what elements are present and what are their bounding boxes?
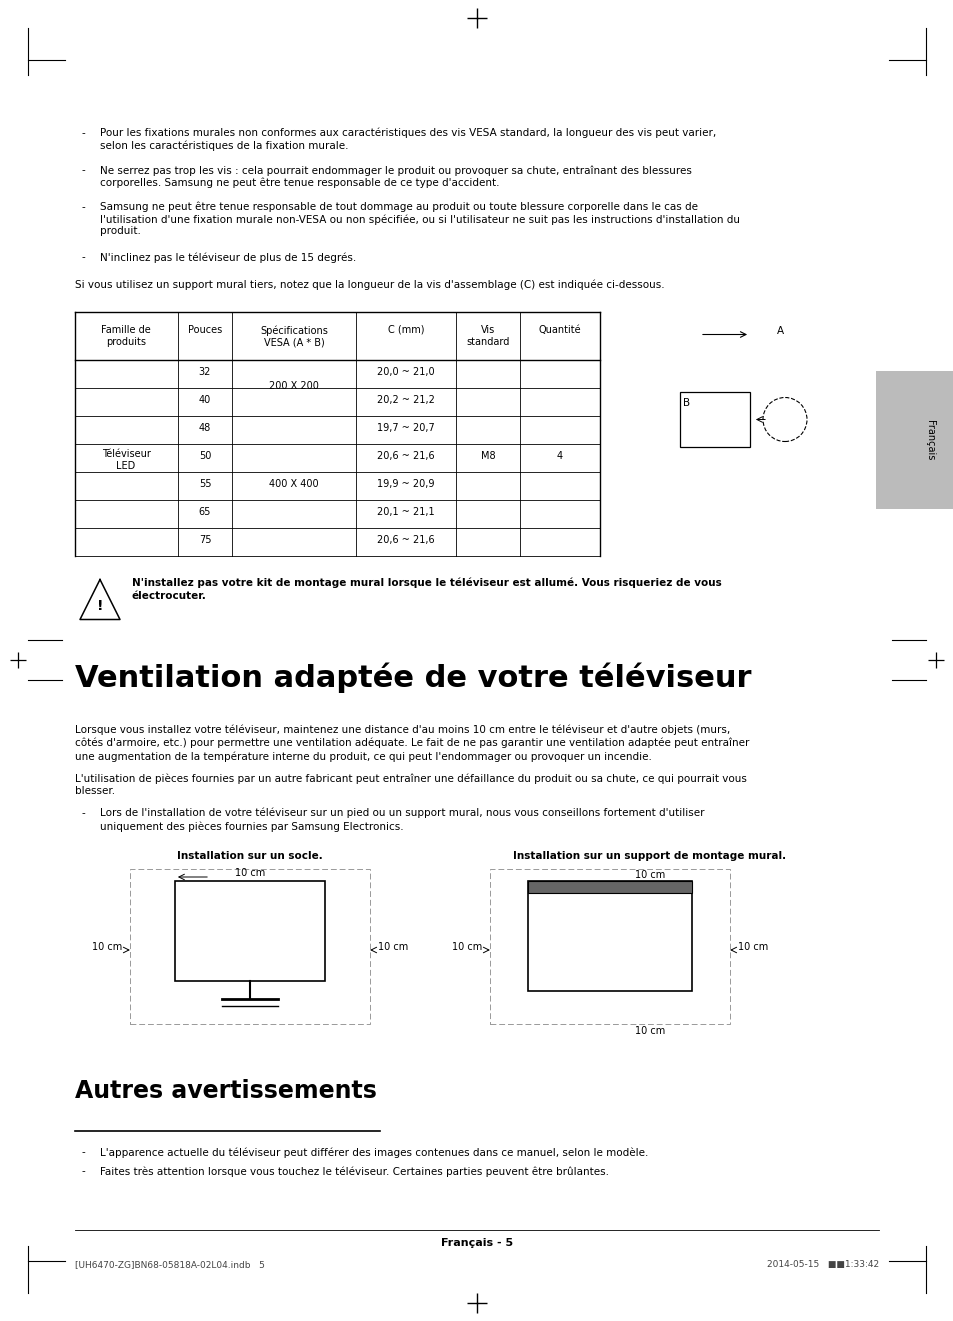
Text: 10 cm: 10 cm: [452, 942, 481, 952]
Text: 40: 40: [198, 395, 211, 406]
Text: électrocuter.: électrocuter.: [132, 590, 207, 601]
Text: Autres avertissements: Autres avertissements: [75, 1079, 376, 1103]
Text: L'apparence actuelle du téléviseur peut différer des images contenues dans ce ma: L'apparence actuelle du téléviseur peut …: [100, 1147, 648, 1157]
Text: N'inclinez pas le téléviseur de plus de 15 degrés.: N'inclinez pas le téléviseur de plus de …: [100, 252, 355, 263]
Text: blesser.: blesser.: [75, 786, 115, 797]
Text: L'utilisation de pièces fournies par un autre fabricant peut entraîner une défai: L'utilisation de pièces fournies par un …: [75, 773, 746, 783]
Text: -: -: [82, 808, 86, 818]
Text: !: !: [96, 600, 103, 613]
Text: 10 cm: 10 cm: [634, 871, 664, 880]
Text: Famille de
produits: Famille de produits: [101, 325, 151, 346]
Text: Vis
standard: Vis standard: [466, 325, 509, 346]
Text: 65: 65: [198, 507, 211, 517]
Text: 20,6 ~ 21,6: 20,6 ~ 21,6: [376, 450, 435, 461]
Text: 20,6 ~ 21,6: 20,6 ~ 21,6: [376, 535, 435, 546]
Bar: [527, 881, 691, 991]
Text: Français - 5: Français - 5: [440, 1238, 513, 1248]
Text: 10 cm: 10 cm: [738, 942, 767, 952]
Text: 19,9 ~ 20,9: 19,9 ~ 20,9: [376, 480, 435, 489]
Text: Français: Français: [924, 420, 934, 460]
Bar: [130, 869, 370, 1024]
Text: Installation sur un socle.: Installation sur un socle.: [177, 851, 322, 861]
Text: Spécifications
VESA (A * B): Spécifications VESA (A * B): [260, 325, 328, 347]
Text: Ventilation adaptée de votre téléviseur: Ventilation adaptée de votre téléviseur: [75, 663, 751, 694]
Text: -: -: [82, 202, 86, 211]
Text: Si vous utilisez un support mural tiers, notez que la longueur de la vis d'assem: Si vous utilisez un support mural tiers,…: [75, 280, 664, 291]
Text: Installation sur un support de montage mural.: Installation sur un support de montage m…: [513, 851, 785, 861]
Text: 32: 32: [198, 367, 211, 376]
Text: Samsung ne peut être tenue responsable de tout dommage au produit ou toute bless: Samsung ne peut être tenue responsable d…: [100, 202, 740, 236]
Bar: [490, 869, 729, 1024]
Text: 200 X 200: 200 X 200: [269, 380, 318, 391]
Text: 20,1 ~ 21,1: 20,1 ~ 21,1: [376, 507, 435, 517]
Text: Téléviseur
LED: Téléviseur LED: [101, 449, 151, 470]
Text: Pouces: Pouces: [188, 325, 222, 336]
Text: 2014-05-15   ■■1:33:42: 2014-05-15 ■■1:33:42: [766, 1260, 878, 1269]
Text: 10 cm: 10 cm: [234, 868, 265, 878]
Text: [UH6470-ZG]BN68-05818A-02L04.indb   5: [UH6470-ZG]BN68-05818A-02L04.indb 5: [75, 1260, 265, 1269]
Text: Ne serrez pas trop les vis : cela pourrait endommager le produit ou provoquer sa: Ne serrez pas trop les vis : cela pourra…: [100, 165, 691, 188]
Text: C (mm): C (mm): [387, 325, 424, 336]
Text: 75: 75: [198, 535, 211, 546]
Text: Lors de l'installation de votre téléviseur sur un pied ou un support mural, nous: Lors de l'installation de votre télévise…: [100, 808, 703, 819]
Text: côtés d'armoire, etc.) pour permettre une ventilation adéquate. Le fait de ne pa: côtés d'armoire, etc.) pour permettre un…: [75, 738, 749, 749]
Text: 55: 55: [198, 480, 211, 489]
Text: 48: 48: [198, 423, 211, 433]
Text: Quantité: Quantité: [538, 325, 580, 336]
Text: N'installez pas votre kit de montage mural lorsque le téléviseur est allumé. Vou: N'installez pas votre kit de montage mur…: [132, 577, 721, 588]
Text: Pour les fixations murales non conformes aux caractéristiques des vis VESA stand: Pour les fixations murales non conformes…: [100, 128, 716, 151]
Text: uniquement des pièces fournies par Samsung Electronics.: uniquement des pièces fournies par Samsu…: [100, 822, 403, 832]
Text: 19,7 ~ 20,7: 19,7 ~ 20,7: [376, 423, 435, 433]
Bar: [679, 391, 749, 446]
Text: 10 cm: 10 cm: [91, 942, 122, 952]
Text: M8: M8: [480, 450, 495, 461]
Text: -: -: [82, 128, 86, 137]
Text: -: -: [82, 1147, 86, 1157]
Text: -: -: [82, 165, 86, 174]
Text: 50: 50: [198, 450, 211, 461]
Text: 20,0 ~ 21,0: 20,0 ~ 21,0: [376, 367, 435, 376]
Text: Lorsque vous installez votre téléviseur, maintenez une distance d'au moins 10 cm: Lorsque vous installez votre téléviseur,…: [75, 724, 729, 734]
Text: -: -: [82, 252, 86, 263]
Text: une augmentation de la température interne du produit, ce qui peut l'endommager : une augmentation de la température inter…: [75, 752, 651, 762]
Text: A: A: [776, 326, 782, 337]
Text: 10 cm: 10 cm: [377, 942, 408, 952]
Text: 400 X 400: 400 X 400: [269, 480, 318, 489]
Text: -: -: [82, 1166, 86, 1177]
Bar: [174, 881, 325, 982]
Text: B: B: [682, 398, 689, 407]
Text: Faites très attention lorsque vous touchez le téléviseur. Certaines parties peuv: Faites très attention lorsque vous touch…: [100, 1166, 608, 1177]
Text: 20,2 ~ 21,2: 20,2 ~ 21,2: [376, 395, 435, 406]
Text: 10 cm: 10 cm: [634, 1026, 664, 1036]
Text: 4: 4: [557, 450, 562, 461]
Bar: [527, 881, 691, 893]
